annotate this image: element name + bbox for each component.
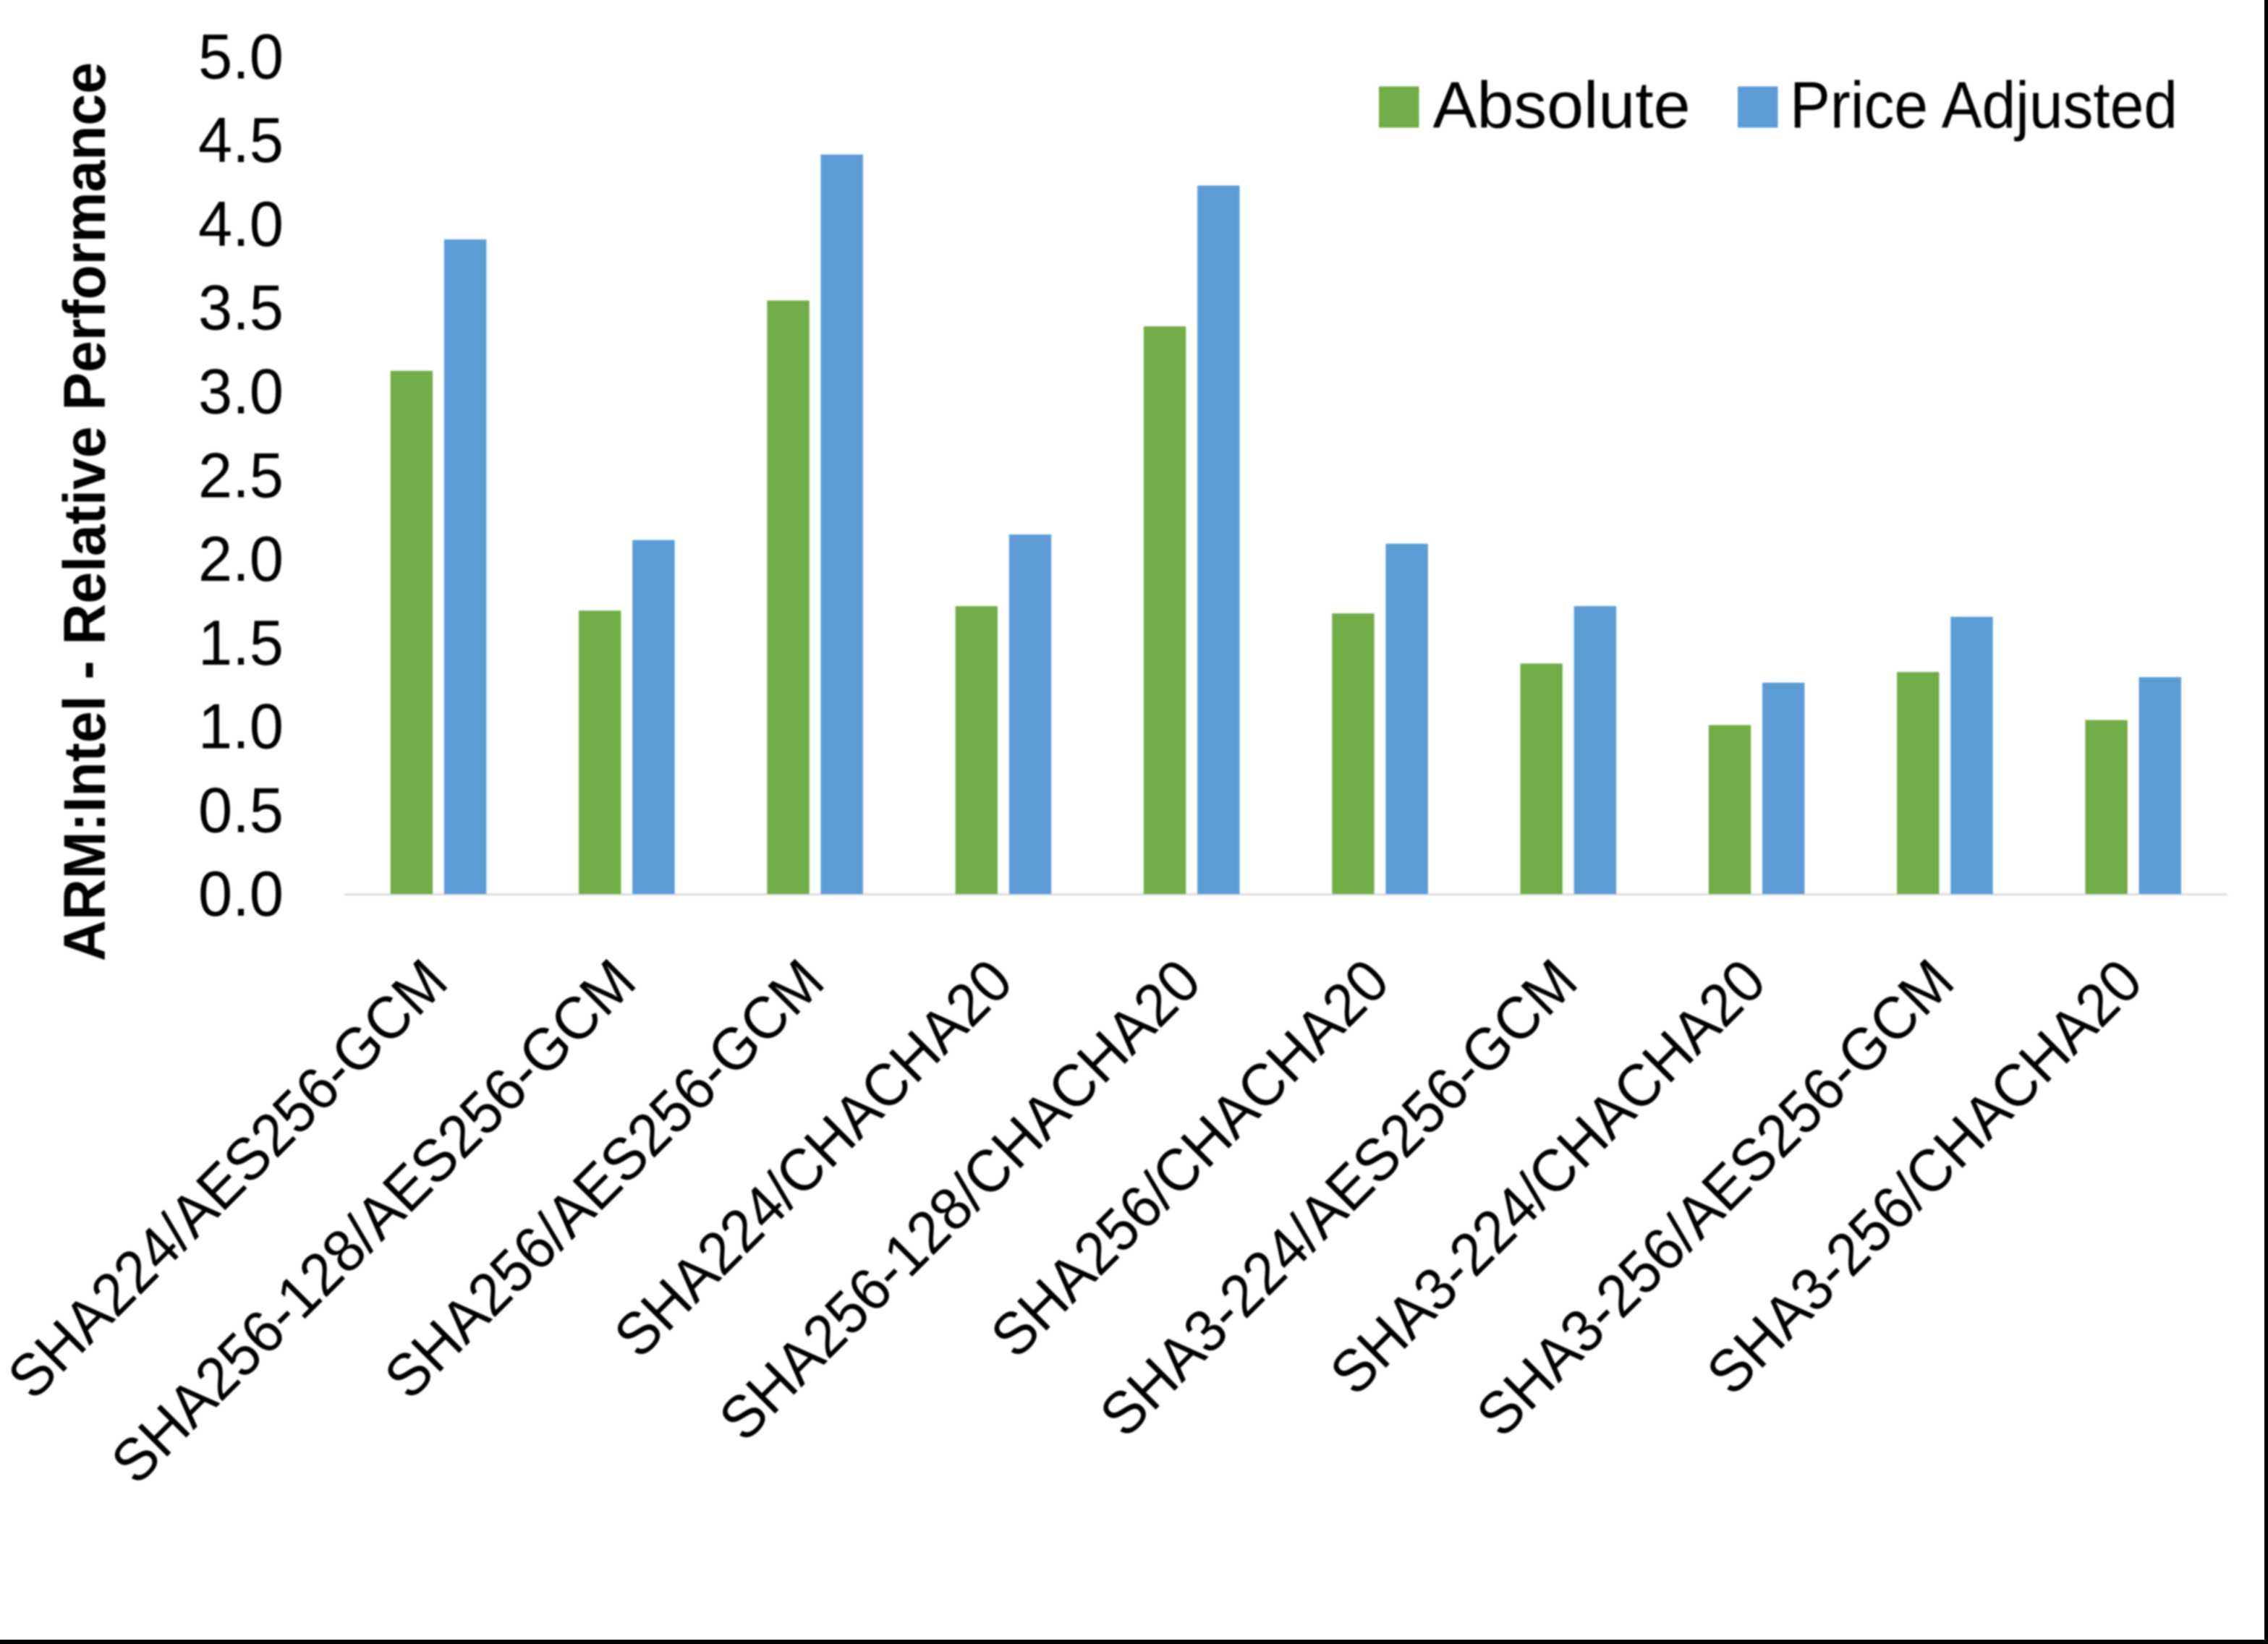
svg-text:2.5: 2.5 bbox=[198, 439, 284, 511]
svg-text:5.0: 5.0 bbox=[198, 20, 284, 92]
svg-text:0.0: 0.0 bbox=[198, 858, 284, 929]
svg-text:2.0: 2.0 bbox=[198, 523, 284, 595]
svg-text:4.0: 4.0 bbox=[198, 188, 284, 260]
svg-text:ARM:Intel - Relative Performan: ARM:Intel - Relative Performance bbox=[52, 62, 118, 961]
svg-text:Price Adjusted: Price Adjusted bbox=[1790, 69, 2178, 142]
svg-text:0.5: 0.5 bbox=[198, 774, 284, 846]
svg-text:Absolute: Absolute bbox=[1433, 69, 1691, 142]
svg-text:3.0: 3.0 bbox=[198, 355, 284, 427]
svg-text:1.0: 1.0 bbox=[198, 691, 284, 762]
svg-text:4.5: 4.5 bbox=[198, 104, 284, 176]
svg-text:1.5: 1.5 bbox=[198, 607, 284, 678]
svg-text:3.5: 3.5 bbox=[198, 272, 284, 344]
